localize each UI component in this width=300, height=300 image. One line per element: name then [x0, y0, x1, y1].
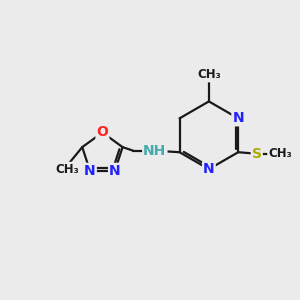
- Text: N: N: [109, 164, 121, 178]
- Text: CH₃: CH₃: [268, 147, 292, 160]
- Text: S: S: [252, 147, 262, 161]
- Text: N: N: [232, 111, 244, 125]
- Text: N: N: [203, 162, 215, 176]
- Text: N: N: [84, 164, 96, 178]
- Text: O: O: [97, 125, 108, 140]
- Text: NH: NH: [143, 144, 166, 158]
- Text: CH₃: CH₃: [197, 68, 221, 81]
- Text: CH₃: CH₃: [56, 163, 80, 176]
